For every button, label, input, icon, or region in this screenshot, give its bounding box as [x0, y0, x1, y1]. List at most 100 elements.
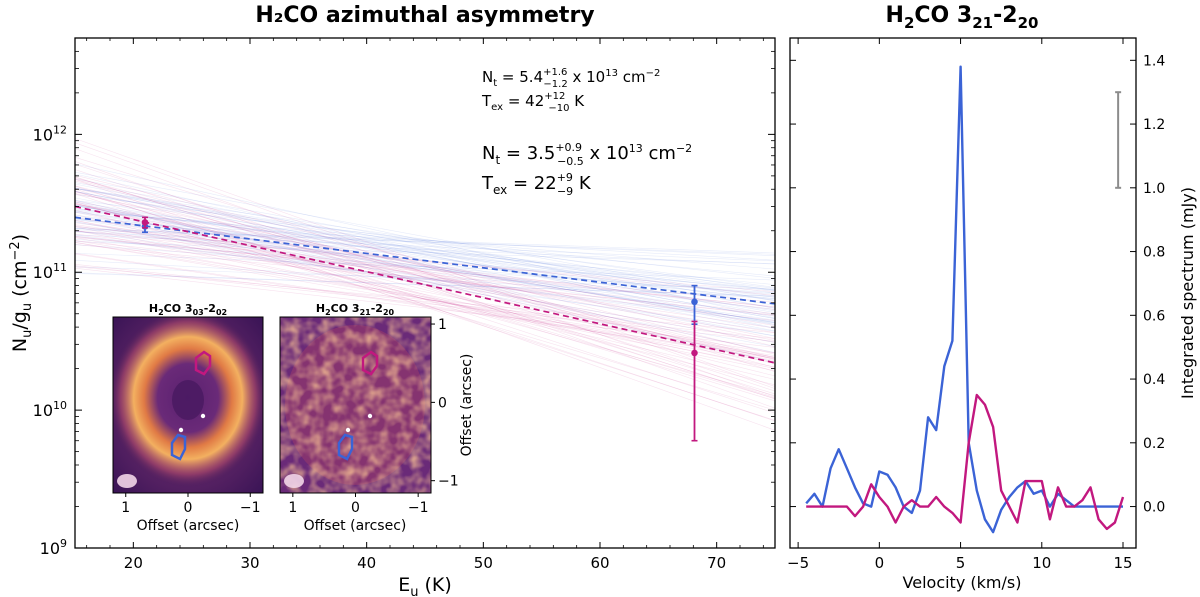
inset1-star-marker [200, 413, 206, 419]
mcmc-sample-line [74, 138, 776, 387]
magenta-data-point [141, 219, 149, 226]
mcmc-sample-line [74, 208, 776, 291]
mcmc-sample-line [74, 221, 776, 343]
x-tick-label: 30 [240, 554, 259, 572]
y-tick-label: 1010 [33, 399, 67, 420]
mcmc-sample-line [74, 233, 776, 314]
mcmc-sample-line [74, 219, 776, 369]
inset-y-tick-label: 0 [438, 395, 447, 411]
x-tick-label: 10 [1032, 554, 1051, 572]
inset2-star-marker-2 [345, 427, 351, 433]
inset-x-tick-label: 0 [351, 500, 360, 516]
mcmc-sample-line [74, 272, 776, 297]
right-x-ticks: −5 0 5 10 15 [787, 38, 1133, 572]
mcmc-sample-line [74, 204, 776, 294]
mcmc-sample-line [74, 214, 776, 301]
blue-spectrum-line [805, 65, 1123, 534]
blue-fit-line [74, 216, 776, 305]
mcmc-sample-line [74, 211, 776, 323]
mcmc-sample-line [74, 242, 776, 357]
mcmc-sample-line [74, 209, 776, 386]
mcmc-sample-line [74, 226, 776, 300]
mcmc-sample-line [74, 244, 776, 294]
y-tick-label: 1.2 [1143, 117, 1165, 133]
inset-x-tick-label: 1 [288, 500, 297, 516]
inset2-title: H2CO 321-220 [316, 302, 395, 317]
mcmc-sample-line [74, 202, 776, 396]
mcmc-sample-line [74, 216, 776, 292]
y-tick-label: 0.2 [1143, 436, 1165, 452]
x-tick-label: 15 [1113, 554, 1132, 572]
mcmc-sample-line [74, 187, 776, 309]
mcmc-sample-line [74, 236, 776, 308]
mcmc-sample-line [74, 228, 776, 256]
mcmc-sample-line [74, 267, 776, 348]
mcmc-sample-line [74, 188, 776, 301]
right-plot-bg [790, 38, 1136, 548]
mcmc-sample-line [74, 177, 776, 355]
mcmc-sample-line [74, 208, 776, 289]
inset2-blue-region [337, 433, 354, 461]
blue-data-point [691, 298, 698, 306]
inset1-cavity [172, 380, 204, 420]
mcmc-sample-line [74, 217, 776, 321]
left-x-axis-label: Eu (K) [398, 574, 452, 597]
mcmc-sample-line [74, 210, 776, 323]
mcmc-sample-line [74, 191, 776, 319]
mcmc-sample-line [74, 182, 776, 309]
mcmc-sample-line [74, 211, 776, 358]
y-tick-label: 1011 [33, 261, 67, 282]
mcmc-sample-line [74, 201, 776, 312]
mcmc-sample-line [74, 229, 776, 255]
mcmc-sample-line [74, 193, 776, 339]
mcmc-sample-line [74, 190, 776, 399]
left-chart-title: H₂CO azimuthal asymmetry [255, 3, 594, 28]
mcmc-sample-line [74, 193, 776, 421]
inset2-star-marker [367, 413, 373, 419]
mcmc-sample-line [74, 236, 776, 322]
x-tick-label: 0 [875, 554, 885, 572]
mcmc-sample-line [74, 194, 776, 288]
mcmc-sample-line [74, 224, 776, 329]
mcmc-sample-line [74, 200, 776, 279]
mcmc-sample-line [74, 235, 776, 321]
mcmc-sample-line [74, 240, 776, 354]
inset-y-tick-label: −1 [438, 474, 459, 490]
mcmc-sample-line [74, 199, 776, 363]
magenta-spectrum-line [806, 393, 1125, 531]
magenta-fit-annotation: Nt = 3.5+0.9 −0.5 x 1013 cm−2 Tex = 22+9−… [481, 141, 692, 198]
mcmc-sample-line [74, 211, 776, 297]
mcmc-sample-line [74, 234, 776, 324]
left-panel: H₂CO azimuthal asymmetry 20 30 40 50 60 70 10… [8, 3, 776, 597]
x-tick-label: 60 [590, 554, 609, 572]
mcmc-sample-lines [74, 138, 776, 431]
mcmc-sample-line [74, 171, 776, 302]
mcmc-sample-line [74, 203, 776, 341]
inset2-magenta-region [361, 350, 379, 376]
x-tick-label: 40 [357, 554, 376, 572]
left-plot-frame [74, 37, 776, 549]
mcmc-sample-line [74, 230, 776, 368]
mcmc-sample-line [74, 217, 776, 333]
inset2-y-label: Offset (arcsec) [459, 354, 475, 457]
mcmc-sample-line [74, 161, 776, 409]
mcmc-sample-line [74, 218, 776, 285]
mcmc-sample-line [74, 203, 776, 360]
mcmc-sample-line [74, 205, 776, 298]
magenta-column-density: Nt = 3.5+0.9 −0.5 x 1013 cm−2 [482, 141, 692, 168]
mcmc-sample-line [74, 180, 776, 365]
mcmc-sample-line [74, 231, 776, 262]
mcmc-sample-line [74, 237, 776, 361]
mcmc-sample-line [74, 178, 776, 368]
mcmc-sample-line [74, 187, 776, 360]
blue-excitation-temp: Tex = 42+12 −10 K [481, 91, 585, 114]
mcmc-sample-line [74, 183, 776, 325]
x-tick-label: 20 [124, 554, 143, 572]
mcmc-sample-line [74, 203, 776, 377]
mcmc-sample-line [74, 203, 776, 326]
mcmc-sample-line [74, 214, 776, 380]
mcmc-sample-line [74, 188, 776, 291]
mcmc-sample-line [74, 266, 776, 334]
